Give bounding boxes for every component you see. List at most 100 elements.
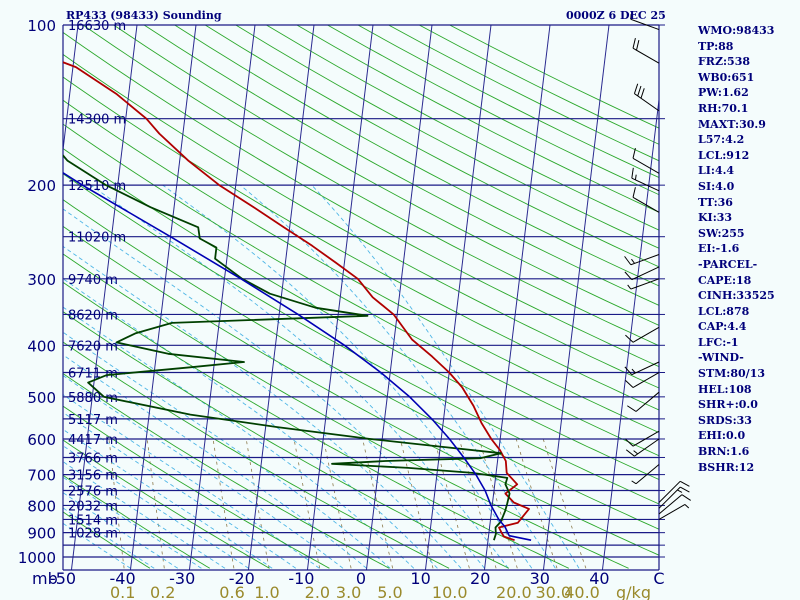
isotherm — [70, 25, 138, 570]
index-line: MAXT:30.9 — [698, 117, 766, 131]
moist-adiabat — [63, 374, 344, 569]
dry-adiabat — [63, 31, 659, 368]
dewpoint-line — [63, 154, 511, 541]
wind-barb-staff — [632, 326, 660, 343]
dry-adiabat — [63, 225, 659, 556]
mixing-ratio-label: 0.6 — [219, 583, 244, 600]
height-label: 3766 m — [68, 451, 118, 466]
index-line: BRN:1.6 — [698, 445, 750, 459]
wind-barb-half-flag — [631, 480, 637, 485]
isotherm — [483, 25, 551, 570]
index-line: LCL:912 — [698, 148, 750, 162]
index-line: EHI:0.0 — [698, 429, 746, 443]
wind-barb-staff — [630, 18, 660, 31]
wind-barb-flag — [637, 85, 642, 97]
wind-barb-flag — [679, 486, 690, 493]
moist-adiabat — [63, 411, 297, 569]
mixing-ratio-label: 1.0 — [254, 583, 279, 600]
wind-barb-flag — [640, 88, 645, 99]
pressure-label: 600 — [27, 431, 56, 449]
temperature-label: -30 — [169, 569, 195, 588]
index-line: LCL:878 — [698, 304, 750, 318]
wind-barb-half-flag — [677, 489, 683, 493]
pressure-label: 300 — [27, 271, 56, 289]
temperature-label: -10 — [288, 569, 314, 588]
index-line: TP:88 — [698, 39, 734, 53]
wind-barb-staff — [631, 266, 660, 281]
mixing-ratio-line — [459, 438, 497, 569]
index-line: FRZ:538 — [698, 55, 751, 69]
wind-barb-half-flag — [631, 258, 635, 264]
isotherm — [188, 25, 256, 570]
mixing-ratio-label: 40.0 — [564, 583, 600, 600]
wind-barb-staff — [630, 254, 660, 266]
index-line: LFC:-1 — [698, 335, 739, 349]
moist-adiabat — [63, 208, 485, 569]
isotherms — [63, 25, 659, 570]
mixing-ratio-line — [212, 438, 235, 569]
index-line: -WIND- — [698, 351, 744, 365]
mixing-ratio-line — [362, 438, 394, 569]
temperature-label: -50 — [50, 569, 76, 588]
temperature-label: 40 — [589, 569, 609, 588]
index-line: SW:255 — [698, 226, 745, 240]
height-label: 16630 m — [68, 19, 126, 34]
dry-adiabat — [63, 76, 659, 411]
dry-adiabat — [63, 99, 659, 434]
index-line: TT:36 — [698, 195, 733, 209]
wind-barb-flag — [632, 37, 636, 49]
moist-adiabat — [63, 354, 367, 569]
moist-adiabat — [311, 184, 580, 569]
wind-barb-staff — [658, 480, 681, 503]
wind-barb-flag — [624, 256, 632, 266]
wind-barb-flag — [624, 271, 633, 280]
index-line: SI:4.0 — [698, 179, 735, 193]
isotherm — [424, 25, 492, 570]
index-line: CINH:33525 — [698, 289, 775, 303]
pressure-label: 1000 — [18, 549, 56, 567]
pressure-label: 400 — [27, 337, 56, 355]
dry-adiabat — [174, 25, 659, 287]
pressure-label: 200 — [27, 177, 56, 195]
moist-adiabat — [63, 278, 438, 569]
dry-adiabat — [63, 439, 270, 569]
wind-barb-flag — [625, 379, 634, 388]
height-label: 2576 m — [68, 485, 118, 500]
index-line: HEL:108 — [698, 382, 752, 396]
index-line: CAP:4.4 — [698, 320, 747, 334]
isotherm — [365, 25, 433, 570]
index-line: -PARCEL- — [698, 257, 758, 271]
wind-barb-flag — [632, 187, 636, 198]
isotherm — [542, 25, 610, 570]
temperature-axis-labels: mb -50 -40 -30 -20 -10 0 10 20 30 40 C — [32, 569, 665, 588]
index-line: RH:70.1 — [698, 101, 749, 115]
pressure-label: 800 — [27, 497, 56, 515]
mixing-ratio-line — [478, 438, 518, 569]
pressure-label: 900 — [27, 525, 56, 543]
index-line: WMO:98433 — [698, 24, 775, 37]
wind-barb-flag — [679, 480, 690, 487]
mixing-ratio-label: 0.1 — [110, 583, 135, 600]
moist-adiabat — [90, 184, 509, 569]
temperature-label: -40 — [110, 569, 136, 588]
pressure-label: 700 — [27, 467, 56, 485]
index-line: KI:33 — [698, 211, 733, 225]
index-line: LI:4.4 — [698, 164, 735, 178]
temperature-label: 10 — [410, 569, 430, 588]
isotherm — [129, 25, 197, 570]
dry-adiabat — [204, 25, 659, 268]
wind-barb-half-flag — [631, 368, 636, 374]
mixing-ratio-line — [323, 438, 352, 569]
height-label: 4417 m — [68, 433, 118, 448]
dry-adiabat — [63, 341, 450, 569]
index-line: EI:-1.6 — [698, 242, 740, 256]
moist-adiabat — [63, 445, 249, 569]
index-line: STM:80/13 — [698, 367, 765, 381]
dry-adiabat — [63, 405, 330, 569]
temperature-line — [63, 61, 530, 542]
isobars — [63, 24, 659, 558]
dry-adiabat — [235, 25, 659, 249]
mixing-ratio-label: 10.0 — [432, 583, 468, 600]
dry-adiabat — [63, 311, 510, 569]
wind-barb-staff — [632, 430, 660, 447]
